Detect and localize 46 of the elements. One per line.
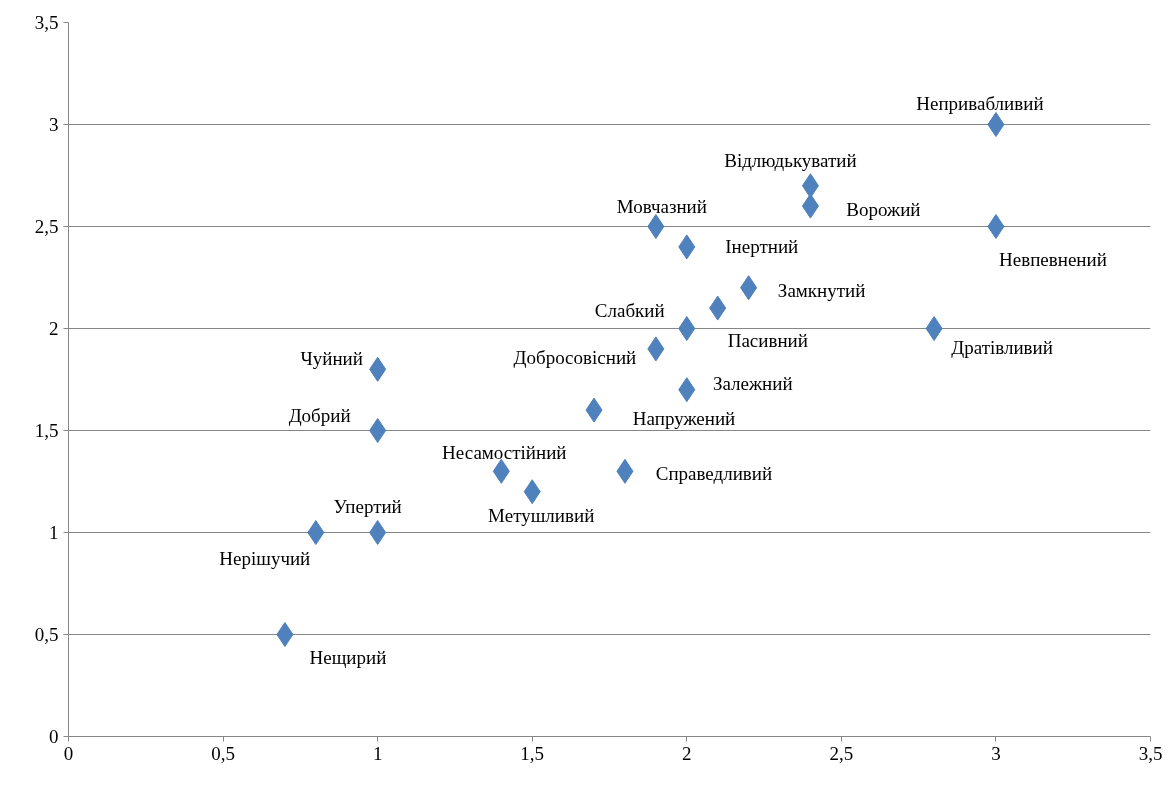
annotation: Упертий	[333, 496, 402, 517]
y-tick-label: 2	[49, 318, 59, 339]
annotation: Справедливий	[655, 462, 773, 484]
x-tick-label: 3,5	[1138, 742, 1163, 764]
annotation: Пасивний	[727, 330, 808, 351]
annotation: Ворожий	[846, 198, 921, 220]
annotation: Чуйний	[300, 347, 363, 369]
x-tick-label: 0	[63, 742, 74, 764]
x-tick-label: 1,5	[520, 742, 545, 764]
point	[678, 316, 696, 341]
annotation: Несамостійний	[442, 441, 567, 463]
annotation: Нещирий	[309, 647, 387, 668]
annotation: Непривабливий	[916, 93, 1044, 114]
x-tick-label: 2,5	[829, 742, 854, 764]
y-tick-label: 0,5	[34, 624, 59, 645]
point	[925, 316, 943, 341]
x-tick-label: 3	[991, 742, 1001, 764]
annotation: Дратівливий	[951, 337, 1053, 358]
annotation: Добрий	[288, 405, 351, 426]
x-tick-label: 1	[372, 742, 383, 764]
annotation: Добросовісний	[513, 347, 637, 369]
point	[276, 622, 294, 647]
point	[369, 520, 387, 545]
annotation: Замкнутий	[777, 280, 866, 302]
annotation: Залежний	[712, 373, 793, 395]
annotation: Метушливий	[488, 505, 595, 527]
point	[987, 112, 1005, 137]
y-tick-label: 0	[49, 726, 59, 747]
x-tick-label: 0,5	[211, 742, 235, 764]
y-tick-label: 3	[49, 114, 59, 135]
annotation: Мовчазний	[616, 196, 707, 217]
annotation: Слабкий	[594, 299, 665, 321]
y-tick-label: 3,5	[34, 12, 59, 33]
y-tick-label: 1	[49, 522, 59, 543]
annotation: Невпевнений	[999, 249, 1107, 270]
x-tick-label: 2	[682, 742, 692, 764]
y-tick-label: 1,5	[34, 420, 59, 441]
point	[307, 520, 325, 545]
point	[647, 214, 665, 239]
annotation: Напружений	[632, 407, 736, 429]
point	[987, 214, 1005, 239]
annotation: Інертний	[725, 236, 799, 258]
annotation: Відлюдькуватий	[724, 150, 857, 172]
annotation: Нерішучий	[219, 548, 311, 569]
y-tick-label: 2,5	[34, 216, 59, 237]
point	[369, 418, 387, 443]
